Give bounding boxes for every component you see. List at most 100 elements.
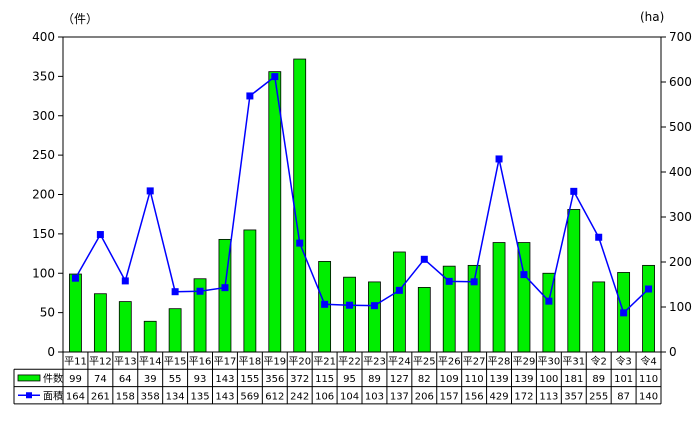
line-value-label: 140	[639, 391, 658, 402]
bar-value-label: 181	[564, 374, 583, 385]
left-tick-label: 300	[32, 109, 55, 123]
line-point	[346, 301, 354, 309]
line-group	[71, 73, 653, 317]
left-axis-unit: （件）	[62, 12, 99, 26]
line-value-label: 357	[564, 391, 583, 402]
right-axis-unit: (ha)	[640, 10, 665, 24]
category-label: 平13	[114, 357, 137, 368]
line-value-label: 87	[617, 391, 630, 402]
legend-line-marker	[26, 392, 32, 399]
line-point	[645, 285, 653, 293]
line-value-label: 206	[415, 391, 434, 402]
category-label: 平22	[338, 357, 361, 368]
bar	[143, 320, 157, 353]
left-tick-label: 100	[32, 266, 55, 280]
line-point	[520, 271, 528, 279]
line-value-label: 135	[190, 391, 209, 402]
bar-value-label: 109	[440, 374, 459, 385]
legend-bar-label: 件数	[43, 372, 63, 385]
line-point	[271, 73, 279, 81]
bar-value-label: 39	[144, 374, 157, 385]
category-label: 平28	[488, 357, 511, 368]
right-tick-label: 200	[669, 255, 692, 269]
bar-value-label: 99	[69, 374, 82, 385]
line-value-label: 158	[116, 391, 135, 402]
bar	[368, 281, 381, 353]
line-value-label: 612	[265, 391, 284, 402]
line-value-label: 164	[66, 391, 85, 402]
bar-value-label: 89	[592, 374, 605, 385]
line-point	[570, 187, 578, 195]
line-point	[620, 309, 628, 317]
line-point	[96, 231, 104, 239]
line-point	[71, 274, 79, 282]
bar	[293, 58, 307, 353]
bar	[642, 264, 655, 353]
bar-value-label: 100	[539, 374, 558, 385]
line-point	[445, 277, 453, 285]
line-value-label: 137	[390, 391, 409, 402]
right-tick-label: 500	[669, 120, 692, 134]
bar	[417, 287, 431, 353]
bar	[243, 229, 257, 353]
line-value-label: 157	[440, 391, 459, 402]
bar-value-label: 93	[194, 374, 207, 385]
bar	[268, 71, 282, 353]
bar	[118, 301, 132, 353]
bar-value-label: 139	[489, 374, 508, 385]
bar-value-label: 372	[290, 374, 309, 385]
category-label: 平18	[239, 357, 262, 368]
line-value-label: 156	[465, 391, 484, 402]
right-tick-label: 100	[669, 300, 692, 314]
category-label: 令4	[640, 355, 656, 368]
bar-value-label: 55	[169, 374, 182, 385]
category-label: 平16	[189, 357, 212, 368]
category-label: 令2	[591, 355, 607, 368]
line-value-label: 429	[489, 391, 508, 402]
category-label: 平20	[288, 357, 311, 368]
bar	[567, 209, 581, 353]
line-point	[246, 92, 254, 100]
bar	[168, 308, 182, 353]
bar-value-label: 356	[265, 374, 284, 385]
bar	[69, 273, 82, 353]
right-tick-label: 300	[669, 210, 692, 224]
category-label: 平15	[164, 357, 187, 368]
legend-bar-swatch	[17, 374, 41, 382]
category-label: 平30	[538, 357, 561, 368]
line-value-label: 143	[215, 391, 234, 402]
line-value-label: 113	[539, 391, 558, 402]
left-tick-label: 50	[40, 306, 55, 320]
bar	[392, 251, 406, 353]
bar-value-label: 95	[343, 374, 356, 385]
line-value-label: 569	[240, 391, 259, 402]
category-label: 平29	[513, 357, 536, 368]
bar-value-label: 143	[215, 374, 234, 385]
data-table: 平11 平12 平13 平14 平15 平16 平17 平18 平19 平20 平21 平22 平23 平…	[13, 351, 662, 405]
line-value-label: 261	[91, 391, 110, 402]
line-point	[221, 284, 229, 292]
bar-value-label: 89	[368, 374, 381, 385]
line-point	[370, 302, 378, 310]
bar-value-label: 101	[614, 374, 633, 385]
bar	[492, 242, 506, 353]
bar	[343, 276, 356, 353]
right-tick-label: 600	[669, 75, 692, 89]
category-label: 平19	[263, 357, 286, 368]
line-value-label: 242	[290, 391, 309, 402]
left-tick-label: 400	[32, 30, 55, 44]
bar	[517, 242, 531, 353]
bar	[93, 293, 107, 353]
line-value-label: 103	[365, 391, 384, 402]
left-tick-label: 350	[32, 69, 55, 83]
bar-value-label: 82	[418, 374, 431, 385]
line-point	[545, 297, 553, 305]
bar-value-label: 155	[240, 374, 259, 385]
line-value-label: 134	[166, 391, 185, 402]
line-point	[321, 300, 329, 308]
legend-line-label: 面積	[43, 389, 63, 402]
bar-value-label: 74	[94, 374, 107, 385]
category-label: 令3	[615, 355, 631, 368]
line-point	[121, 277, 129, 285]
line-value-label: 358	[141, 391, 160, 402]
